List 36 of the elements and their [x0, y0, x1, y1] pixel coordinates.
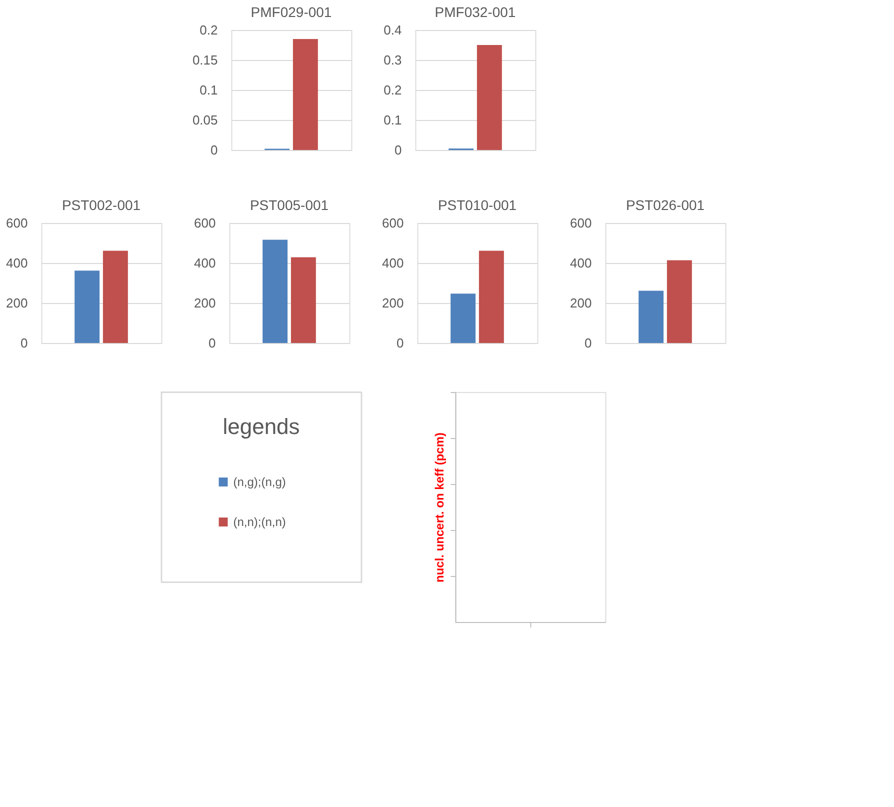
legend-label: (n,g);(n,g)	[233, 475, 286, 489]
y-tick-label: 200	[6, 296, 28, 310]
y-tick-label: 0	[396, 336, 404, 350]
y-tick-label: 400	[6, 256, 28, 270]
chart-title: PST026-001	[626, 197, 705, 213]
y-tick-label: 0.2	[384, 82, 402, 98]
y-tick-label: 400	[570, 256, 592, 270]
legend-title: legends	[222, 414, 300, 439]
chart-title: PMF029-001	[250, 4, 332, 20]
y-tick-label: 0	[20, 336, 28, 350]
y-tick-label: 0.15	[192, 52, 218, 68]
y-tick-label: 200	[570, 296, 592, 310]
y-tick-label: 0.1	[384, 112, 402, 128]
y-tick-label: 0.4	[384, 22, 402, 38]
y-tick-label: 0	[394, 142, 402, 158]
text: nucl. uncert. on keff (pcm)	[432, 432, 446, 583]
y-tick-label: 200	[194, 296, 216, 310]
chart-title: PST010-001	[438, 197, 517, 213]
y-tick-label: 600	[570, 216, 592, 230]
y-tick-label: 400	[194, 256, 216, 270]
y-tick-label: 600	[382, 216, 404, 230]
y-tick-label: 0	[210, 142, 218, 158]
y-tick-label: 0	[584, 336, 592, 350]
y-tick-label: 0	[208, 336, 216, 350]
chart-title: PST005-001	[250, 197, 329, 213]
chart-title: PST002-001	[62, 197, 141, 213]
y-tick-label: 600	[6, 216, 28, 230]
y-tick-label: 0.05	[192, 112, 218, 128]
chart-title: PMF032-001	[434, 4, 516, 20]
y-tick-label: 200	[382, 296, 404, 310]
y-tick-label: 0.3	[384, 52, 402, 68]
y-tick-label: 0.2	[200, 22, 218, 38]
y-tick-label: 400	[382, 256, 404, 270]
legend-label: (n,n);(n,n)	[233, 515, 286, 529]
y-tick-label: 0.1	[200, 82, 218, 98]
y-tick-label: 600	[194, 216, 216, 230]
